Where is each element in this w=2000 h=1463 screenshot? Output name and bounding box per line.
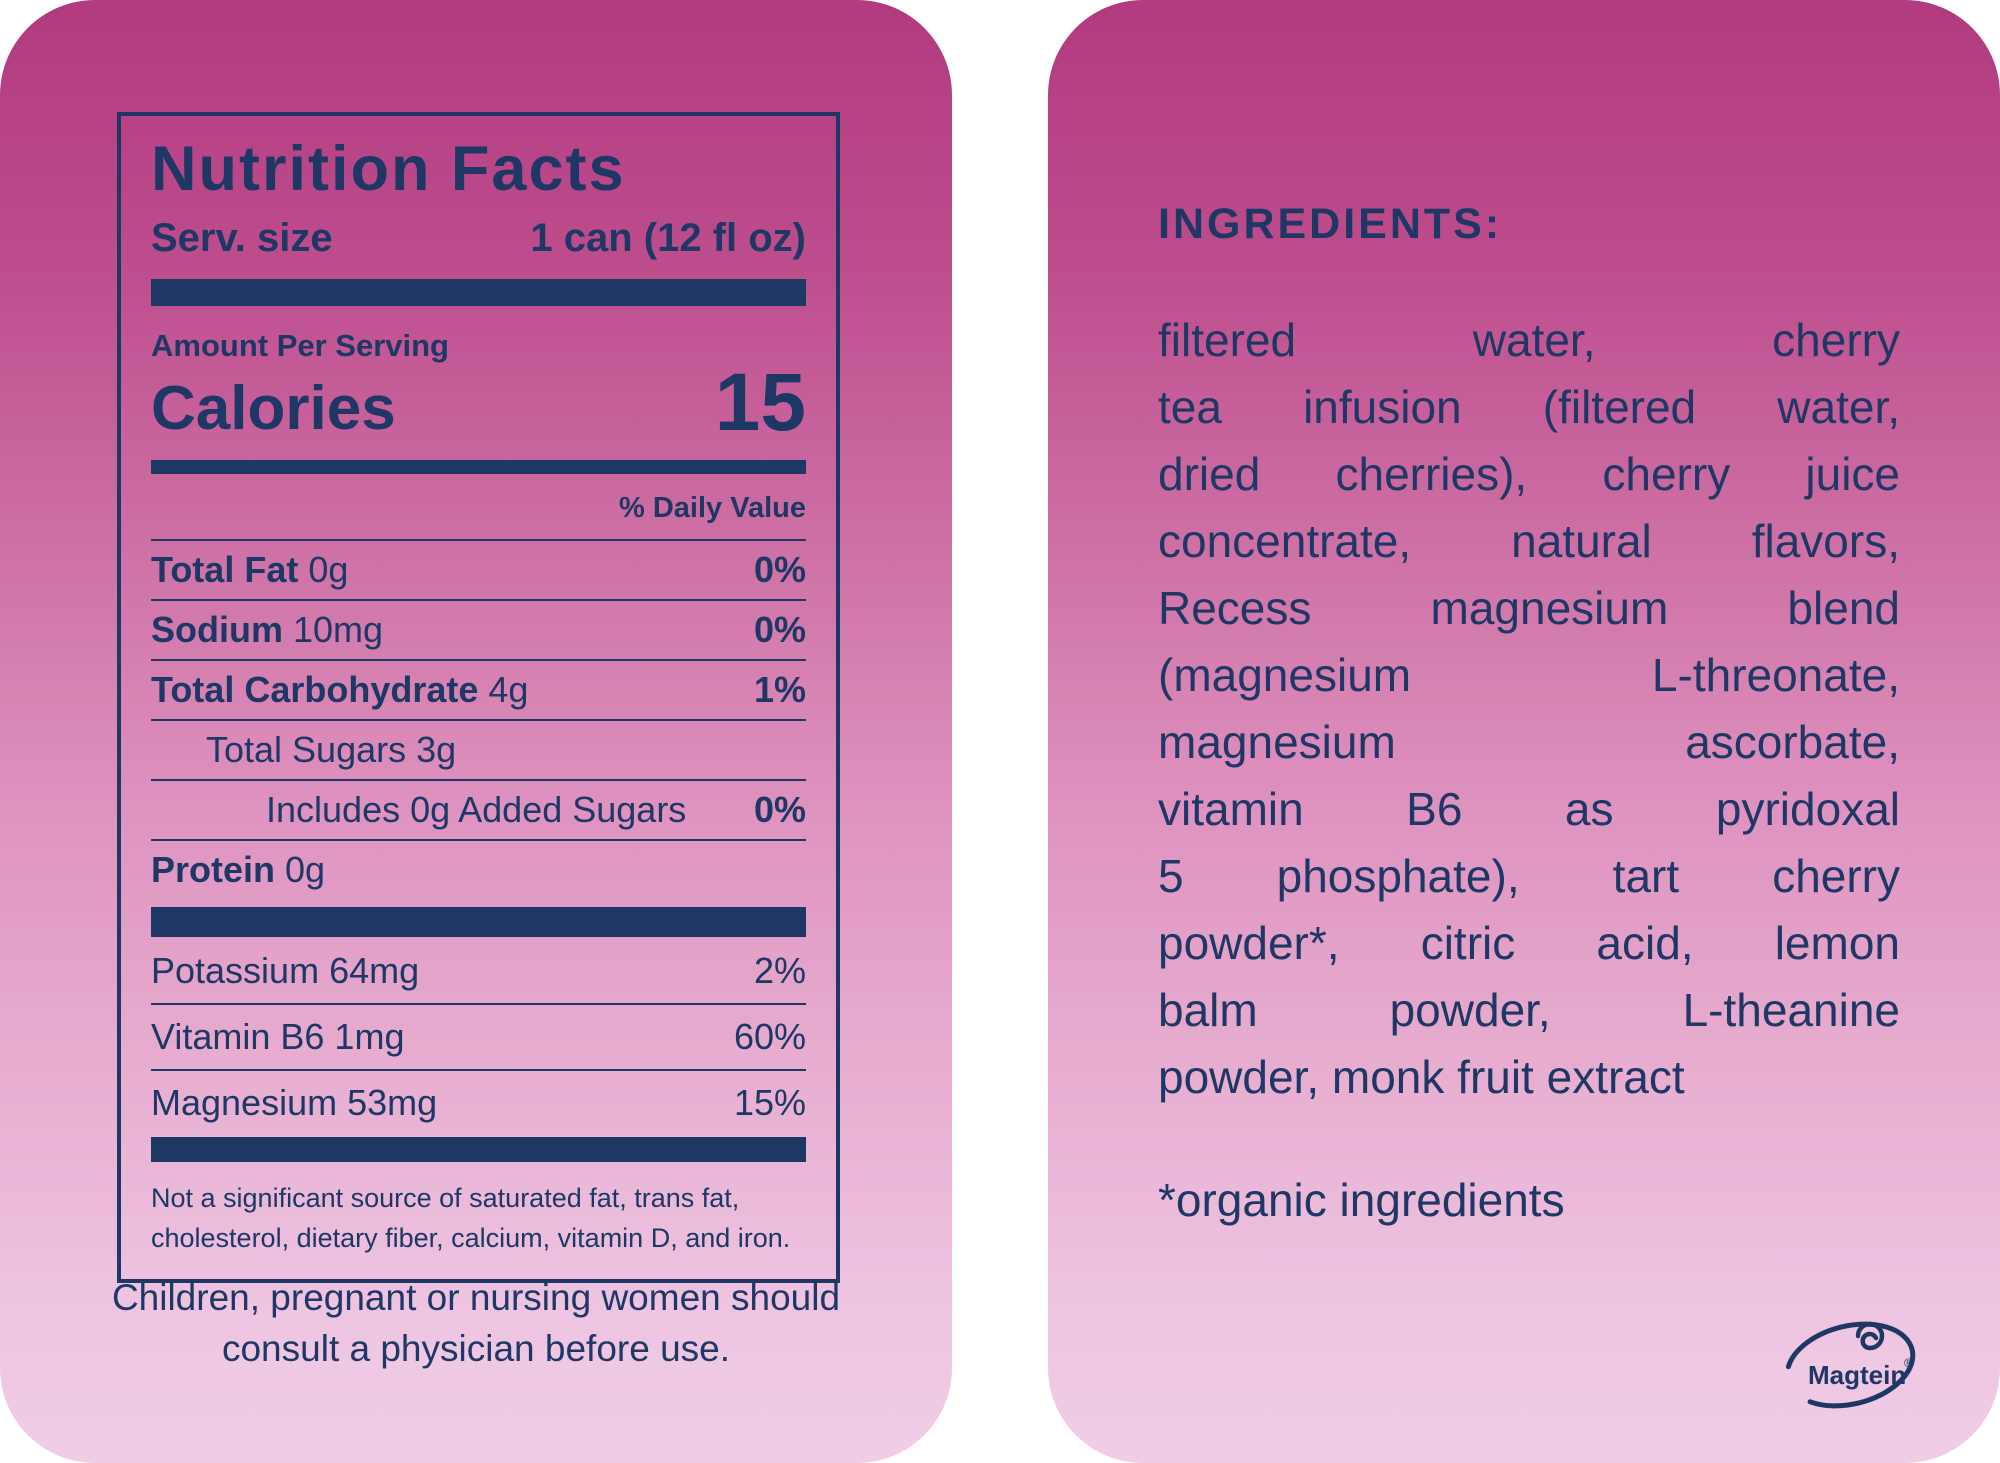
amount-per-serving-label: Amount Per Serving [151,328,449,364]
calories-row: Calories 15 [151,357,806,449]
nutrient-row-total-sugars: Total Sugars 3g [151,718,806,779]
nutrient-amount: 0g [308,548,349,590]
micronutrient-row-potassium: Potassium 64mg 2% [151,939,806,1003]
nutrient-text: Total Sugars 3g [206,729,456,771]
nutrient-daily-value: 1% [753,668,806,710]
calories-label: Calories [151,373,396,443]
ingredients-paragraph: filtered water, cherry tea infusion (fil… [1158,307,1900,1111]
nutrient-row-total-carbohydrate: Total Carbohydrate 4g 1% [151,658,806,719]
nutrient-label: Sodium [151,608,283,650]
micronutrient-label: Magnesium 53mg [151,1081,438,1123]
footnote-text: Not a significant source of saturated fa… [151,1182,791,1254]
footnote-divider-bar [151,1136,806,1162]
serving-size-label: Serv. size [151,216,333,261]
ingredients-panel: INGREDIENTS: filtered water, cherry tea … [1048,0,2000,1463]
micronutrient-label: Potassium 64mg [151,949,420,991]
micronutrient-label: Vitamin B6 1mg [151,1015,405,1057]
nutrient-amount: 3g [416,728,457,770]
calories-divider-bar [151,459,806,474]
ingredients-line: 5 phosphate), tart cherry [1158,850,1900,902]
nutrient-label: Total Sugars [206,728,407,770]
advisory-text: Children, pregnant or nursing women shou… [111,1277,841,1370]
nutrient-label: Total Fat [151,548,299,590]
nutrient-row-protein: Protein 0g [151,838,806,899]
nutrition-facts-box: Nutrition Facts Serv. size 1 can (12 fl … [117,112,840,1283]
magtein-logo-text: Magtein [1808,1360,1906,1390]
nutrient-amount: 4g [488,668,529,710]
magtein-logo: Magtein ® [1778,1315,1928,1411]
nutrient-text: Sodium 10mg [151,609,383,651]
registered-mark: ® [1904,1356,1913,1370]
ingredients-line: magnesium ascorbate, [1158,716,1900,768]
ingredients-line: powder, monk fruit extract [1158,1051,1685,1103]
nutrient-label: Total Carbohydrate [151,668,479,710]
nutrition-panel: Nutrition Facts Serv. size 1 can (12 fl … [0,0,952,1463]
nutrient-daily-value: 0% [753,548,806,590]
nutrient-daily-value: 0% [753,608,806,650]
nutrient-text: Includes 0g Added Sugars [266,789,696,831]
ingredients-line: tea infusion (filtered water, [1158,381,1900,433]
nutrient-row-total-fat: Total Fat 0g 0% [151,538,806,599]
nutrient-text: Total Fat 0g [151,549,348,591]
calories-value: 15 [714,357,806,449]
magtein-spiral-icon [1855,1321,1885,1351]
magtein-logo-graphic: Magtein ® [1784,1321,1916,1409]
minerals-divider-bar [151,906,806,937]
micronutrient-daily-value: 2% [753,949,806,991]
ingredients-line: filtered water, cherry [1158,314,1900,366]
ingredients-line: powder*, citric acid, lemon [1158,917,1900,969]
nutrient-amount: 0g [285,848,326,890]
organic-note: *organic ingredients [1158,1174,1565,1226]
nutrient-text: Total Carbohydrate 4g [151,669,528,711]
nutrition-facts-title: Nutrition Facts [151,134,626,204]
nutrient-row-added-sugars: Includes 0g Added Sugars 0% [151,778,806,839]
micronutrient-daily-value: 60% [733,1015,806,1057]
nutrient-label: Protein [151,848,276,890]
ingredients-block: INGREDIENTS: filtered water, cherry tea … [1158,200,1900,1227]
header-divider-bar [151,279,806,307]
nutrient-label: Includes 0g Added Sugars [266,788,687,830]
serving-size-row: Serv. size 1 can (12 fl oz) [151,216,806,261]
ingredients-line: Recess magnesium blend [1158,582,1900,634]
nutrient-daily-value: 0% [753,788,806,830]
nutrient-text: Protein 0g [151,849,325,891]
micronutrient-row-magnesium: Magnesium 53mg 15% [151,1068,806,1135]
ingredients-line: vitamin B6 as pyridoxal [1158,783,1900,835]
ingredients-line: dried cherries), cherry juice [1158,448,1900,500]
nutrient-row-sodium: Sodium 10mg 0% [151,598,806,659]
ingredients-line: (magnesium L-threonate, [1158,649,1900,701]
micronutrient-daily-value: 15% [733,1081,806,1123]
ingredients-heading: INGREDIENTS: [1158,200,1503,248]
ingredients-line: balm powder, L-theanine [1158,984,1900,1036]
serving-size-value: 1 can (12 fl oz) [530,216,806,261]
ingredients-line: concentrate, natural flavors, [1158,515,1900,567]
magtein-ellipse-icon [1784,1321,1916,1409]
micronutrient-row-vitamin-b6: Vitamin B6 1mg 60% [151,1002,806,1069]
daily-value-header: % Daily Value [619,491,806,524]
nutrient-amount: 10mg [293,608,384,650]
